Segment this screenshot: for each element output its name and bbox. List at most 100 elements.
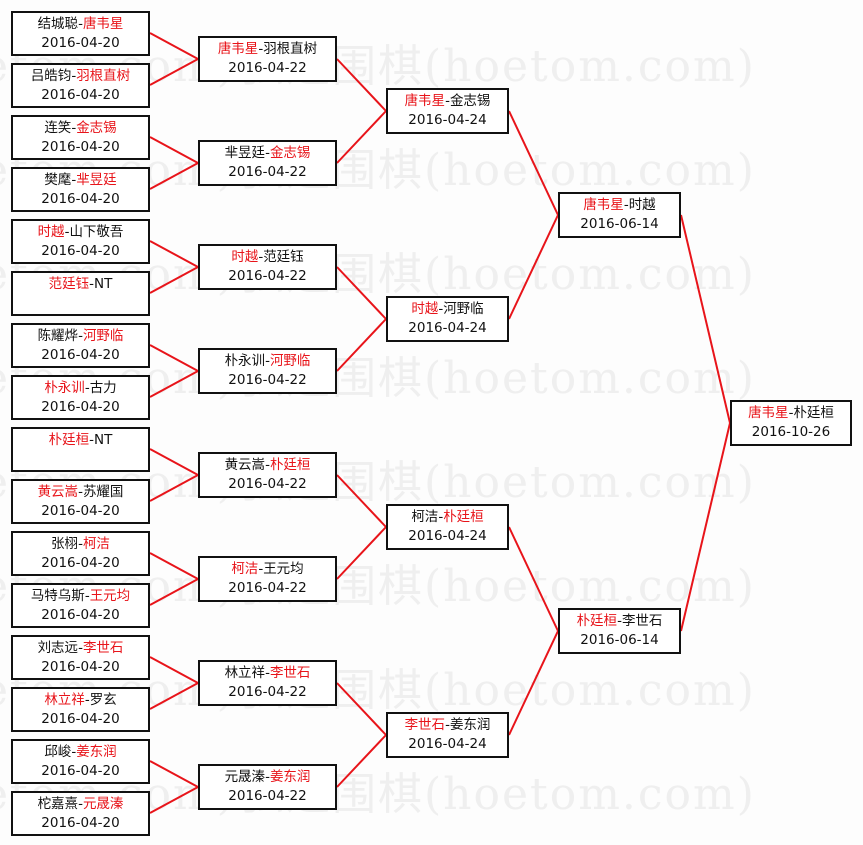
match-date: 2016-04-20 (41, 86, 120, 103)
match-box[interactable]: 唐韦星-时越 2016-06-14 (558, 192, 681, 238)
match-date: 2016-06-14 (580, 632, 659, 648)
match-box[interactable]: 时越-范廷钰 2016-04-22 (198, 244, 337, 290)
connector-line (336, 266, 387, 320)
connector-line (149, 448, 199, 476)
player-1: 柯洁 (411, 509, 439, 525)
separator: - (84, 691, 90, 708)
match-date: 2016-04-24 (408, 528, 487, 544)
match-box[interactable]: 黄云嵩-苏耀国 2016-04-20 (11, 478, 150, 524)
player-1: 黄云嵩 (37, 483, 79, 500)
match-date: 2016-04-22 (228, 372, 307, 388)
match-box[interactable]: 朴廷桓-NT (11, 426, 150, 472)
match-date: 2016-04-22 (228, 788, 307, 804)
match-box[interactable]: 柯洁-王元均 2016-04-22 (198, 556, 337, 602)
separator: - (64, 223, 70, 240)
player-1: 马特乌斯 (30, 587, 85, 604)
player-2: 时越 (628, 197, 656, 213)
match-box[interactable]: 朴永训-古力 2016-04-20 (11, 374, 150, 420)
match-date: 2016-04-22 (228, 268, 307, 284)
match-box[interactable]: 刘志远-李世石 2016-04-20 (11, 634, 150, 680)
separator: - (438, 301, 444, 317)
match-box[interactable]: 结城聪-唐韦星 2016-04-20 (11, 10, 150, 56)
match-box[interactable]: 林立祥-罗玄 2016-04-20 (11, 686, 150, 732)
separator: - (623, 197, 629, 213)
match-players: 唐韦星-羽根直树 (200, 40, 335, 59)
match-players: 李世石-姜东润 (388, 716, 507, 735)
match-box[interactable]: 唐韦星-金志锡 2016-04-24 (386, 88, 509, 134)
match-date: 2016-04-20 (41, 606, 120, 623)
match-box[interactable]: 吕皓钧-羽根直树 2016-04-20 (11, 62, 150, 108)
match-box[interactable]: 元晟溱-姜东润 2016-04-22 (198, 764, 337, 810)
match-box[interactable]: 范廷钰-NT (11, 270, 150, 316)
connector-line (149, 786, 199, 814)
player-2: 李世石 (621, 613, 663, 629)
match-box[interactable]: 李世石-姜东润 2016-04-24 (386, 712, 509, 758)
match-players: 连笑-金志锡 (13, 119, 148, 138)
match-players: 樊麾-芈昱廷 (13, 171, 148, 190)
match-players: 唐韦星-金志锡 (388, 92, 507, 111)
match-box[interactable]: 黄云嵩-朴廷桓 2016-04-22 (198, 452, 337, 498)
separator: - (265, 769, 270, 785)
connector-line (336, 318, 387, 372)
player-2: 河野临 (269, 353, 311, 369)
match-box[interactable]: 时越-河野临 2016-04-24 (386, 296, 509, 342)
match-box[interactable]: 连笑-金志锡 2016-04-20 (11, 114, 150, 160)
separator: - (78, 483, 83, 500)
match-players: 芈昱廷-金志锡 (200, 144, 335, 163)
connector-line (508, 110, 559, 216)
separator: - (84, 587, 90, 604)
match-players: 元晟溱-姜东润 (200, 768, 335, 787)
player-1: 柯洁 (231, 561, 259, 577)
match-box[interactable]: 朴廷桓-李世石 2016-06-14 (558, 608, 681, 654)
match-box[interactable]: 时越-山下敬吾 2016-04-20 (11, 218, 150, 264)
player-1: 柁嘉熹 (37, 795, 79, 812)
player-1: 唐韦星 (748, 405, 789, 421)
match-box[interactable]: 邱峻-姜东润 2016-04-20 (11, 738, 150, 784)
player-2: 山下敬吾 (69, 223, 124, 240)
match-date: 2016-04-22 (228, 684, 307, 700)
separator: - (788, 405, 794, 421)
match-box[interactable]: 芈昱廷-金志锡 2016-04-22 (198, 140, 337, 186)
separator: - (89, 275, 94, 292)
player-2: 柯洁 (82, 535, 110, 552)
match-players: 结城聪-唐韦星 (13, 15, 148, 34)
match-date: 2016-10-26 (751, 424, 831, 440)
match-box[interactable]: 陈耀烨-河野临 2016-04-20 (11, 322, 150, 368)
player-1: 唐韦星 (404, 93, 446, 109)
match-date: 2016-04-20 (41, 502, 120, 519)
player-1: 时越 (37, 223, 65, 240)
match-box[interactable]: 唐韦星-朴廷桓 2016-10-26 (730, 400, 852, 446)
player-1: 林立祥 (224, 665, 266, 681)
match-box[interactable]: 林立祥-李世石 2016-04-22 (198, 660, 337, 706)
player-1: 唐韦星 (583, 197, 624, 213)
match-box[interactable]: 唐韦星-羽根直树 2016-04-22 (198, 36, 337, 82)
separator: - (258, 41, 264, 57)
match-date: 2016-04-20 (41, 814, 120, 831)
player-2: 河野临 (82, 327, 124, 344)
match-date: 2016-04-20 (41, 554, 120, 571)
player-1: 朴永训 (44, 379, 85, 396)
separator: - (258, 249, 264, 265)
match-date: 2016-04-20 (41, 242, 120, 259)
match-box[interactable]: 柯洁-朴廷桓 2016-04-24 (386, 504, 509, 550)
match-box[interactable]: 马特乌斯-王元均 2016-04-20 (11, 582, 150, 628)
match-box[interactable]: 张栩-柯洁 2016-04-20 (11, 530, 150, 576)
match-date: 2016-04-22 (228, 580, 307, 596)
match-players: 吕皓钧-羽根直树 (13, 67, 148, 86)
match-box[interactable]: 樊麾-芈昱廷 2016-04-20 (11, 166, 150, 212)
player-1: 时越 (411, 301, 439, 317)
player-2: 李世石 (82, 639, 124, 656)
match-players: 时越-范廷钰 (200, 248, 335, 267)
player-2: 朴廷桓 (269, 457, 311, 473)
separator: - (265, 665, 270, 681)
match-box[interactable]: 柁嘉熹-元晟溱 2016-04-20 (11, 790, 150, 836)
match-box[interactable]: 朴永训-河野临 2016-04-22 (198, 348, 337, 394)
player-2: 金志锡 (449, 93, 491, 109)
player-2: 朴廷桓 (443, 509, 484, 525)
connector-line (149, 760, 199, 788)
match-date: 2016-04-20 (41, 190, 120, 207)
match-players: 范廷钰-NT (13, 275, 148, 294)
connector-line (149, 32, 199, 60)
player-2: 唐韦星 (82, 15, 124, 32)
match-date: 2016-04-20 (41, 658, 120, 675)
